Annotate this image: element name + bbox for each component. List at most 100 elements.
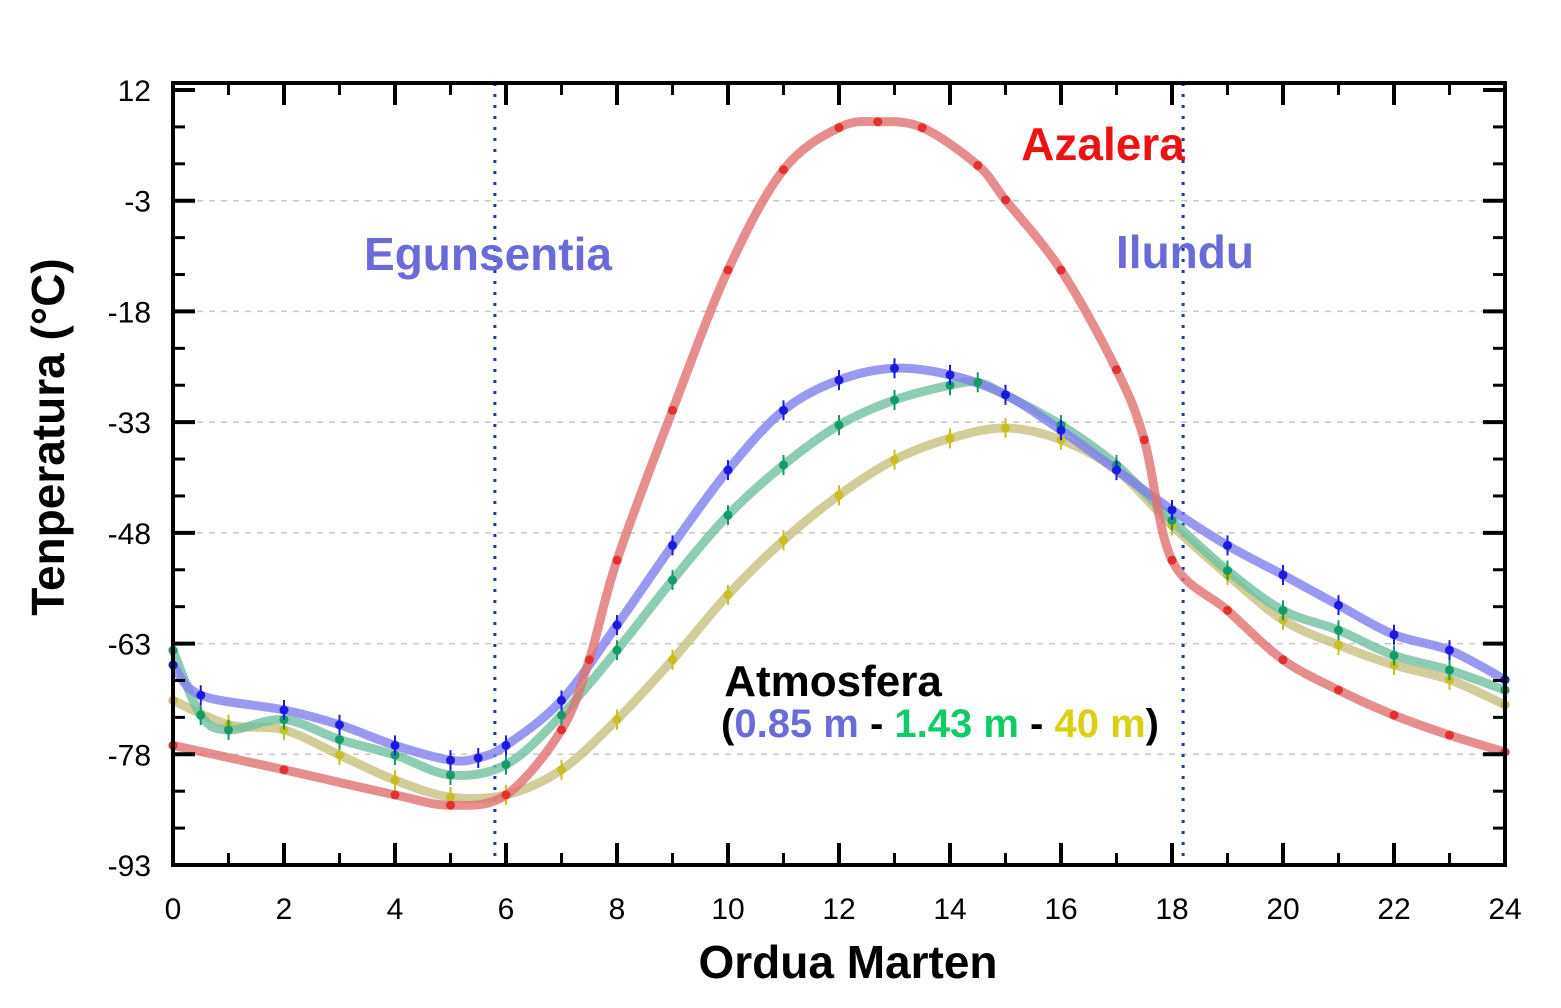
legend-143m: 1.43 m [894, 702, 1019, 746]
data-point [779, 460, 788, 470]
data-point [612, 555, 622, 565]
data-point [501, 760, 511, 770]
data-point [779, 165, 788, 175]
x-tick-label: 4 [387, 893, 404, 926]
data-point [834, 490, 844, 500]
data-point [501, 740, 511, 750]
legend-085m: 0.85 m [734, 702, 859, 746]
data-point [557, 710, 566, 720]
x-tick-label: 12 [822, 893, 855, 926]
data-point [973, 377, 983, 387]
data-point [1001, 390, 1010, 400]
data-point [1167, 505, 1177, 515]
y-tick-label: -48 [108, 518, 151, 551]
x-tick-label: 18 [1155, 893, 1188, 926]
data-point [1445, 645, 1454, 655]
data-point [917, 123, 927, 133]
data-point [335, 750, 344, 760]
data-point [584, 655, 594, 665]
data-point [723, 510, 733, 520]
data-point [1223, 540, 1232, 550]
data-point [1334, 640, 1343, 650]
data-point [973, 160, 983, 170]
data-point [1112, 465, 1121, 475]
data-point [196, 710, 206, 720]
data-point [1278, 655, 1288, 665]
data-point [224, 725, 233, 735]
data-point [945, 433, 955, 443]
data-point [501, 790, 511, 800]
data-point [446, 800, 455, 810]
y-tick-label: -63 [108, 629, 151, 662]
data-point [668, 540, 677, 550]
data-point [1056, 425, 1066, 435]
data-point [834, 420, 844, 430]
fit-curve-1-43-m [168, 377, 1510, 780]
data-point [668, 575, 677, 585]
data-point [1334, 600, 1343, 610]
data-point [779, 535, 788, 545]
x-tick-label: 14 [933, 893, 966, 926]
axes: 12-3-18-33-48-63-78-930 2 4 6 8 10 12 14 16 18 20 2… [108, 75, 1522, 926]
data-point [1223, 605, 1232, 615]
data-point [1445, 730, 1454, 740]
data-point [557, 695, 566, 705]
data-point [473, 753, 483, 763]
data-point [612, 715, 622, 725]
data-point [1445, 665, 1454, 675]
data-point [1389, 630, 1399, 640]
atmosphere-label: Atmosfera [724, 657, 942, 706]
data-point [1167, 515, 1177, 525]
paren-close: ) [1146, 702, 1159, 746]
plot-frame [171, 81, 1507, 867]
data-point [1167, 555, 1177, 565]
data-point [557, 725, 566, 735]
data-points [168, 117, 1510, 810]
data-point [279, 705, 289, 715]
data-point [1389, 650, 1399, 660]
data-point [890, 395, 899, 405]
data-point [196, 690, 206, 700]
data-point [390, 740, 400, 750]
data-point [390, 775, 400, 785]
data-point [1001, 195, 1010, 205]
data-point [612, 645, 622, 655]
surface-label: Azalera [1021, 118, 1185, 170]
data-point [890, 455, 899, 465]
sunset-label: Ilundu [1116, 226, 1254, 278]
data-point [873, 117, 883, 127]
data-point [1001, 423, 1010, 433]
data-point [335, 720, 344, 730]
vertical-markers [493, 83, 1185, 865]
data-point [279, 725, 289, 735]
data-point [446, 770, 455, 780]
x-tick-label: 22 [1377, 893, 1410, 926]
legend-40m: 40 m [1054, 702, 1145, 746]
x-tick-label: 16 [1044, 893, 1077, 926]
x-tick-label: 20 [1266, 893, 1299, 926]
data-point [834, 123, 844, 133]
x-tick-label: 6 [498, 893, 515, 926]
data-point [390, 790, 400, 800]
y-tick-label: -18 [108, 296, 151, 329]
x-tick-label: 10 [711, 893, 744, 926]
y-tick-label: -78 [108, 739, 151, 772]
data-point [834, 375, 844, 385]
y-tick-label: 12 [118, 75, 151, 108]
y-axis-label: Tenperatura (°C) [22, 258, 74, 615]
legend-sep2: - [1019, 702, 1055, 746]
x-tick-label: 24 [1488, 893, 1521, 926]
data-point [335, 735, 344, 745]
data-point [945, 380, 955, 390]
x-axis-label: Ordua Marten [698, 936, 997, 988]
data-point [279, 765, 289, 775]
x-tick-label: 8 [609, 893, 626, 926]
data-point [446, 792, 455, 802]
data-point [890, 363, 899, 373]
data-point [779, 405, 788, 415]
x-tick-label: 0 [165, 893, 182, 926]
heights-legend: (0.85 m - 1.43 m - 40 m) [721, 702, 1159, 746]
data-point [723, 465, 733, 475]
data-point [945, 370, 955, 380]
data-point [1223, 566, 1232, 575]
